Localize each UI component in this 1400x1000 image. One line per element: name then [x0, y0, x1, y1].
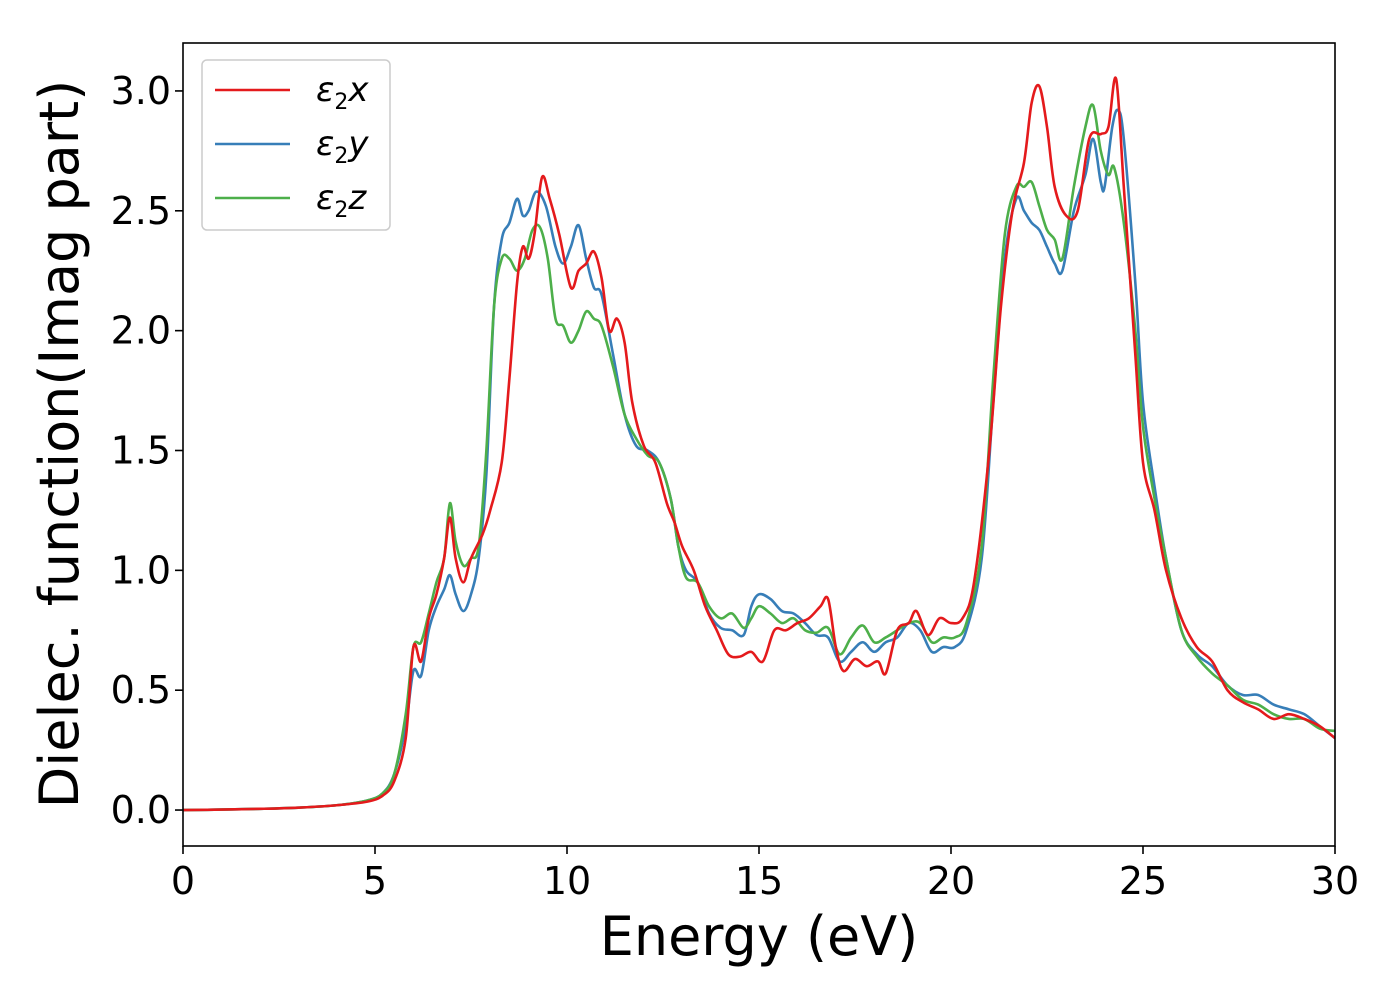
x-tick-label: 10	[543, 859, 591, 903]
x-tick-label: 5	[363, 859, 387, 903]
series-line-x	[183, 76, 1335, 812]
x-axis-label: Energy (eV)	[600, 905, 919, 968]
legend-box	[201, 59, 391, 231]
y-tick-label: 2.0	[111, 309, 171, 353]
y-tick-label: 0.5	[111, 668, 171, 712]
y-axis-label: Dielec. function(Imag part)	[28, 80, 91, 809]
y-tick-label: 2.5	[111, 189, 171, 233]
x-tick-label: 20	[927, 859, 975, 903]
x-axis-ticks: 0 5 10 15 20 25 30	[171, 846, 1359, 903]
series-group	[183, 76, 1335, 812]
x-tick-label: 30	[1311, 859, 1359, 903]
x-tick-label: 15	[735, 859, 783, 903]
legend-label-y: ε2y	[316, 124, 369, 169]
x-tick-label: 0	[171, 859, 195, 903]
y-tick-label: 1.5	[111, 428, 171, 472]
legend: ε2x ε2y ε2z	[201, 59, 391, 231]
legend-label-x: ε2x	[316, 70, 369, 115]
y-tick-label: 0.0	[111, 788, 171, 832]
y-tick-label: 1.0	[111, 548, 171, 592]
x-tick-label: 25	[1119, 859, 1167, 903]
y-axis-ticks: 0.0 0.5 1.0 1.5 2.0 2.5 3.0	[111, 69, 183, 832]
y-tick-label: 3.0	[111, 69, 171, 113]
legend-label-z: ε2z	[316, 178, 367, 223]
